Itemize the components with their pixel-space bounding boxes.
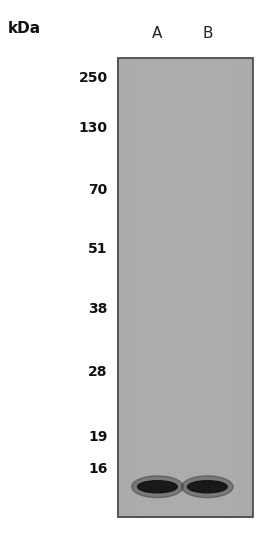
Ellipse shape: [182, 476, 233, 498]
Text: A: A: [152, 26, 163, 41]
Text: 51: 51: [88, 241, 108, 256]
Text: 28: 28: [88, 365, 108, 380]
Ellipse shape: [187, 481, 227, 493]
Text: 19: 19: [88, 430, 108, 444]
Ellipse shape: [138, 481, 177, 493]
Text: 38: 38: [88, 302, 108, 316]
Text: 250: 250: [78, 71, 108, 85]
Text: 70: 70: [88, 183, 108, 197]
Bar: [118, 58, 253, 517]
Text: 130: 130: [79, 120, 108, 135]
Text: B: B: [202, 26, 213, 41]
Ellipse shape: [132, 476, 183, 498]
Text: 16: 16: [88, 461, 108, 476]
Text: kDa: kDa: [8, 21, 41, 36]
